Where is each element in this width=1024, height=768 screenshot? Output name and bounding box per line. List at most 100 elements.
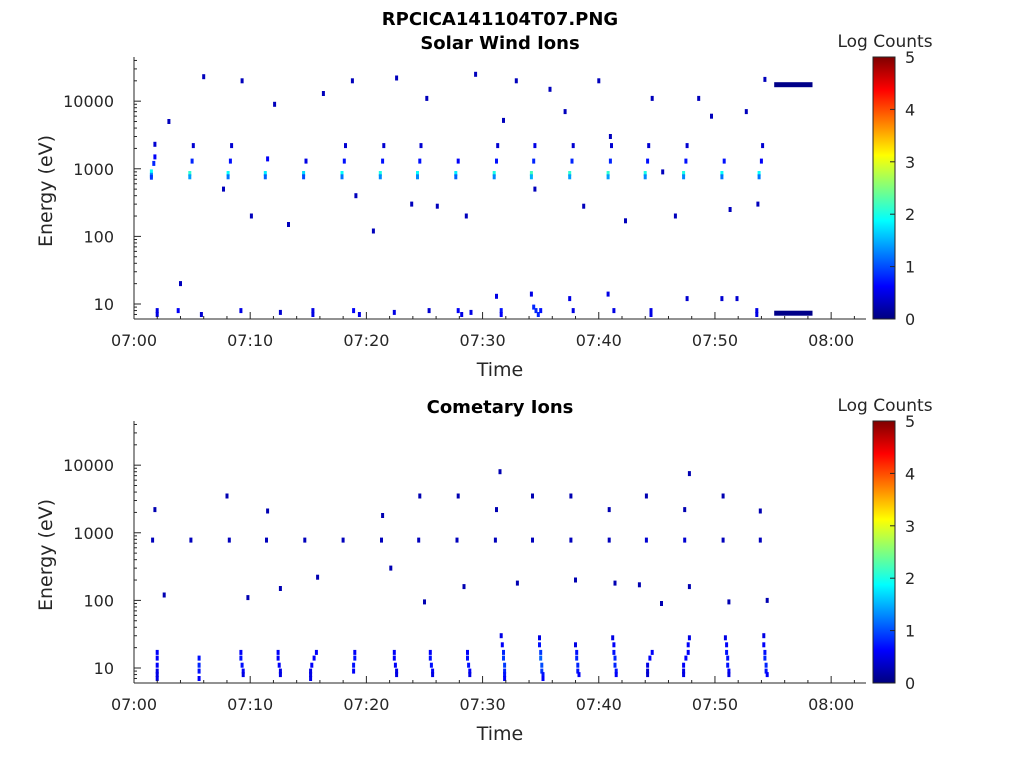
data-cell: [570, 158, 574, 164]
data-cell: [418, 158, 422, 164]
data-cell: [152, 160, 156, 166]
data-cell: [538, 642, 541, 648]
data-cell: [466, 655, 469, 661]
data-cell: [462, 584, 466, 590]
colorbar-tick-label: 2: [905, 569, 915, 588]
data-cell: [428, 649, 432, 655]
data-cell: [230, 143, 234, 149]
data-cell: [226, 171, 230, 176]
data-cell: [353, 649, 357, 655]
data-cell: [673, 213, 677, 219]
data-cell: [697, 95, 701, 101]
y-tick-label: 100: [83, 591, 114, 610]
data-cell: [278, 309, 282, 315]
data-cell: [727, 599, 731, 605]
colorbar-tick-label: 3: [905, 153, 915, 172]
data-cell: [539, 655, 543, 661]
data-cell: [648, 655, 652, 661]
data-cell: [608, 134, 612, 139]
data-cell: [309, 676, 313, 681]
data-cell: [763, 649, 767, 655]
data-cell: [529, 171, 533, 176]
data-cell: [756, 201, 760, 207]
data-cell: [686, 642, 690, 648]
figure-title: RPCICA141104T07.PNG: [382, 9, 618, 30]
data-cell: [540, 668, 544, 674]
data-cell: [661, 169, 665, 175]
data-cell: [682, 171, 686, 176]
y-tick-label: 1000: [73, 524, 114, 543]
x-tick-label: 07:10: [227, 695, 273, 714]
data-cell: [660, 601, 663, 606]
data-cell: [309, 672, 313, 678]
data-cell: [469, 309, 473, 315]
data-cell: [314, 649, 318, 655]
data-cell: [765, 672, 769, 678]
data-cell: [682, 174, 686, 180]
data-cell: [500, 642, 504, 648]
data-cell: [378, 171, 382, 176]
data-cell: [725, 642, 729, 648]
data-cell: [529, 174, 533, 180]
data-cell: [239, 308, 243, 314]
data-cell: [687, 471, 691, 477]
data-cell: [571, 308, 575, 314]
data-cell: [153, 141, 157, 147]
data-band: [774, 82, 813, 88]
y-tick-label: 100: [83, 227, 114, 246]
data-cell: [241, 672, 245, 678]
data-cell: [227, 537, 231, 543]
data-cell: [764, 668, 768, 674]
data-cell: [162, 592, 166, 598]
data-cell: [381, 158, 385, 164]
data-cell: [197, 676, 201, 681]
colorbar-tick-label: 3: [905, 517, 915, 536]
data-cell: [720, 174, 724, 180]
data-cell: [276, 649, 280, 655]
data-cell: [226, 174, 230, 180]
data-cell: [263, 174, 267, 180]
data-cell: [153, 507, 157, 513]
data-cell: [682, 662, 686, 668]
data-cell: [720, 296, 724, 302]
data-cell: [687, 584, 691, 590]
data-cell: [568, 174, 572, 180]
data-cell: [744, 109, 748, 115]
data-cell: [149, 174, 153, 180]
data-cell: [395, 668, 399, 674]
data-cell: [685, 296, 689, 302]
data-cell: [468, 672, 472, 678]
data-cell: [418, 493, 422, 499]
data-cell: [492, 171, 496, 176]
data-cell: [429, 662, 433, 668]
panel-title-cometary: Cometary Ions: [427, 397, 574, 418]
data-cell: [353, 655, 357, 661]
data-cell: [466, 649, 469, 655]
data-cell: [758, 537, 762, 543]
x-tick-label: 07:50: [692, 331, 738, 350]
data-cell: [276, 655, 280, 661]
data-cell: [278, 668, 282, 674]
solar-wind-colorbar-label: Log Counts: [837, 32, 932, 52]
data-cell: [416, 174, 419, 180]
data-cell: [287, 222, 290, 227]
data-cell: [266, 156, 270, 162]
data-cell: [529, 291, 533, 297]
colorbar-tick-label: 2: [905, 205, 915, 224]
data-cell: [607, 507, 611, 513]
data-cell: [683, 537, 687, 543]
data-cell: [249, 213, 253, 219]
data-cell: [582, 203, 586, 209]
data-cell: [380, 537, 383, 543]
data-cell: [416, 171, 419, 176]
y-tick-label: 10000: [63, 92, 114, 111]
data-cell: [381, 513, 385, 518]
data-cell: [614, 672, 618, 678]
data-cell: [536, 312, 540, 317]
data-cell: [312, 655, 316, 661]
data-cell: [278, 586, 282, 591]
data-cell: [613, 580, 617, 586]
data-cell: [149, 169, 153, 175]
data-cell: [495, 293, 498, 299]
x-tick-label: 07:40: [576, 331, 622, 350]
